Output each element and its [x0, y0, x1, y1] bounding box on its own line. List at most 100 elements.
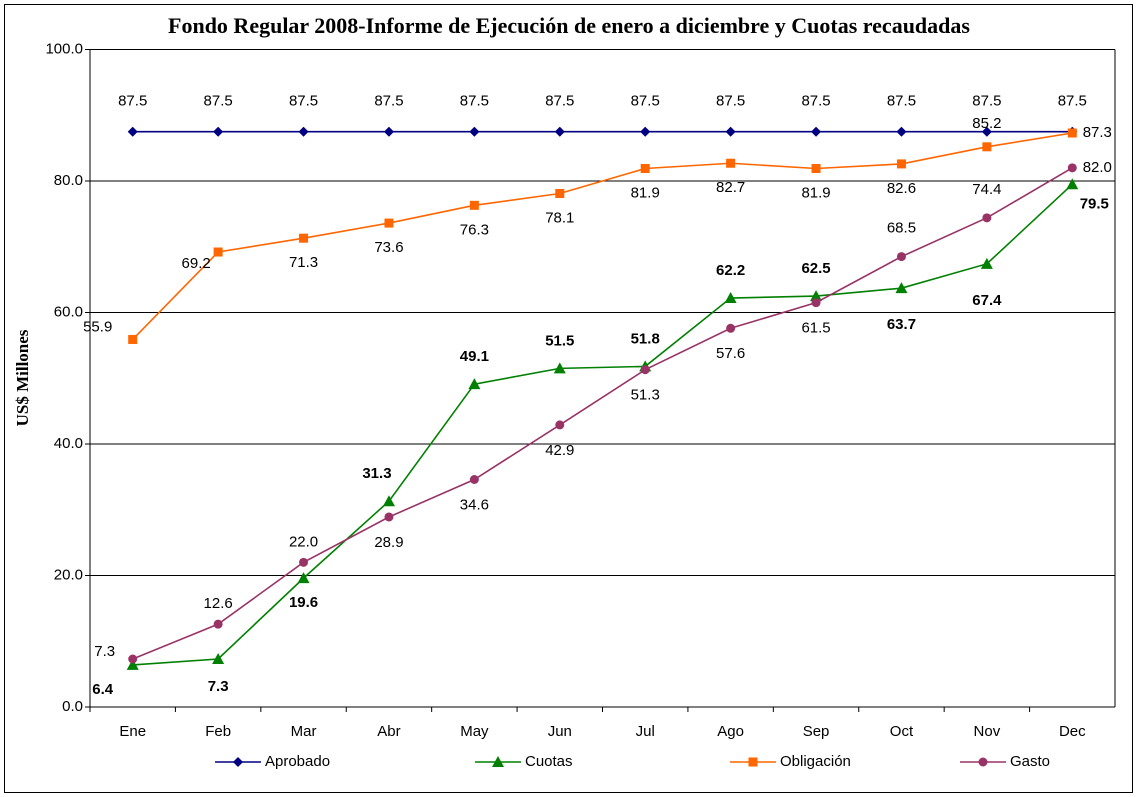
x-tick-label: Jul	[636, 723, 655, 740]
data-label: 22.0	[289, 533, 318, 550]
x-tick-label: Abr	[377, 723, 400, 740]
data-label: 87.5	[631, 93, 660, 110]
marker	[640, 365, 650, 375]
x-tick-label: Nov	[974, 723, 1001, 740]
chart-title: Fondo Regular 2008-Informe de Ejecución …	[168, 13, 970, 38]
data-label: 61.5	[801, 320, 830, 337]
data-label: 71.3	[289, 254, 318, 271]
x-tick-label: Feb	[205, 723, 231, 740]
marker	[128, 654, 138, 664]
marker	[726, 323, 736, 333]
marker	[297, 572, 310, 584]
legend-label: Gasto	[1010, 753, 1050, 770]
legend-label: Aprobado	[265, 753, 330, 770]
data-label: 57.6	[716, 345, 745, 362]
marker	[128, 334, 138, 344]
data-label: 87.5	[716, 93, 745, 110]
marker	[811, 164, 821, 174]
data-label: 63.7	[887, 316, 916, 333]
marker	[724, 292, 737, 304]
data-label: 51.5	[545, 332, 574, 349]
marker	[298, 126, 309, 137]
series-line	[132, 132, 1073, 341]
marker	[981, 126, 992, 137]
data-label: 87.5	[972, 93, 1001, 110]
marker	[383, 126, 394, 137]
data-label: 7.3	[208, 678, 229, 695]
marker	[468, 378, 481, 390]
marker	[299, 233, 309, 243]
data-label: 28.9	[374, 534, 403, 551]
data-label: 6.4	[92, 681, 114, 698]
data-label: 82.7	[716, 179, 745, 196]
marker	[213, 247, 223, 257]
x-tick-label: Jun	[548, 723, 572, 740]
marker	[640, 164, 650, 174]
marker	[469, 475, 479, 485]
x-tick-label: May	[460, 723, 489, 740]
legend-label: Obligación	[780, 753, 851, 770]
data-label: 87.5	[289, 93, 318, 110]
marker	[811, 298, 821, 308]
data-label: 87.5	[204, 93, 233, 110]
data-label: 73.6	[374, 239, 403, 256]
marker	[896, 126, 907, 137]
data-label: 55.9	[83, 318, 112, 335]
data-label: 81.9	[801, 184, 830, 201]
marker	[896, 159, 906, 169]
marker	[384, 512, 394, 522]
x-tick-label: Ene	[119, 723, 146, 740]
data-label: 69.2	[182, 255, 211, 272]
data-label: 42.9	[545, 442, 574, 459]
data-label: 51.3	[631, 387, 660, 404]
y-tick-label: 0.0	[62, 698, 83, 715]
marker	[126, 658, 139, 670]
legend-marker	[233, 757, 243, 767]
x-tick-label: Sep	[803, 723, 830, 740]
y-tick-label: 20.0	[54, 566, 83, 583]
marker	[212, 653, 225, 665]
data-label: 19.6	[289, 594, 318, 611]
data-label: 34.6	[460, 496, 489, 513]
data-label: 81.9	[631, 184, 660, 201]
marker	[982, 142, 992, 152]
series-line	[132, 183, 1073, 666]
data-label: 87.5	[118, 93, 147, 110]
marker	[554, 126, 565, 137]
data-label: 87.5	[887, 93, 916, 110]
data-label: 51.8	[631, 330, 660, 347]
x-tick-label: Ago	[717, 723, 744, 740]
x-tick-label: Oct	[890, 723, 914, 740]
data-label: 68.5	[887, 220, 916, 237]
data-label: 49.1	[460, 348, 489, 365]
data-label: 62.2	[716, 262, 745, 279]
marker	[640, 126, 651, 137]
marker	[555, 420, 565, 430]
marker	[127, 126, 138, 137]
data-label: 12.6	[204, 595, 233, 612]
legend-label: Cuotas	[525, 753, 573, 770]
marker	[1067, 128, 1077, 138]
data-label: 67.4	[972, 292, 1002, 309]
data-label: 87.5	[374, 93, 403, 110]
marker	[382, 495, 395, 507]
marker	[895, 282, 908, 294]
data-label: 79.5	[1080, 195, 1109, 212]
marker	[469, 200, 479, 210]
marker	[213, 126, 224, 137]
data-label: 87.5	[801, 93, 830, 110]
marker	[896, 252, 906, 262]
data-label: 62.5	[801, 260, 830, 277]
legend-marker	[978, 757, 988, 767]
y-tick-label: 80.0	[54, 172, 83, 189]
y-axis-label: US$ Millones	[13, 329, 32, 426]
marker	[213, 619, 223, 629]
series-line	[132, 167, 1073, 660]
x-tick-label: Dec	[1059, 723, 1086, 740]
marker	[469, 126, 480, 137]
data-label: 74.4	[972, 181, 1001, 198]
data-label: 78.1	[545, 209, 574, 226]
data-label: 87.3	[1083, 124, 1112, 141]
data-label: 87.5	[545, 93, 574, 110]
